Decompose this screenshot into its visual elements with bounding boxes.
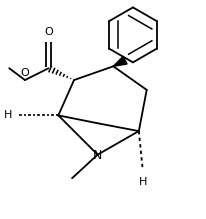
Polygon shape (113, 56, 126, 66)
Text: O: O (20, 68, 29, 78)
Text: H: H (138, 177, 146, 187)
Text: H: H (4, 110, 12, 120)
Text: N: N (92, 149, 102, 162)
Text: O: O (44, 27, 53, 37)
